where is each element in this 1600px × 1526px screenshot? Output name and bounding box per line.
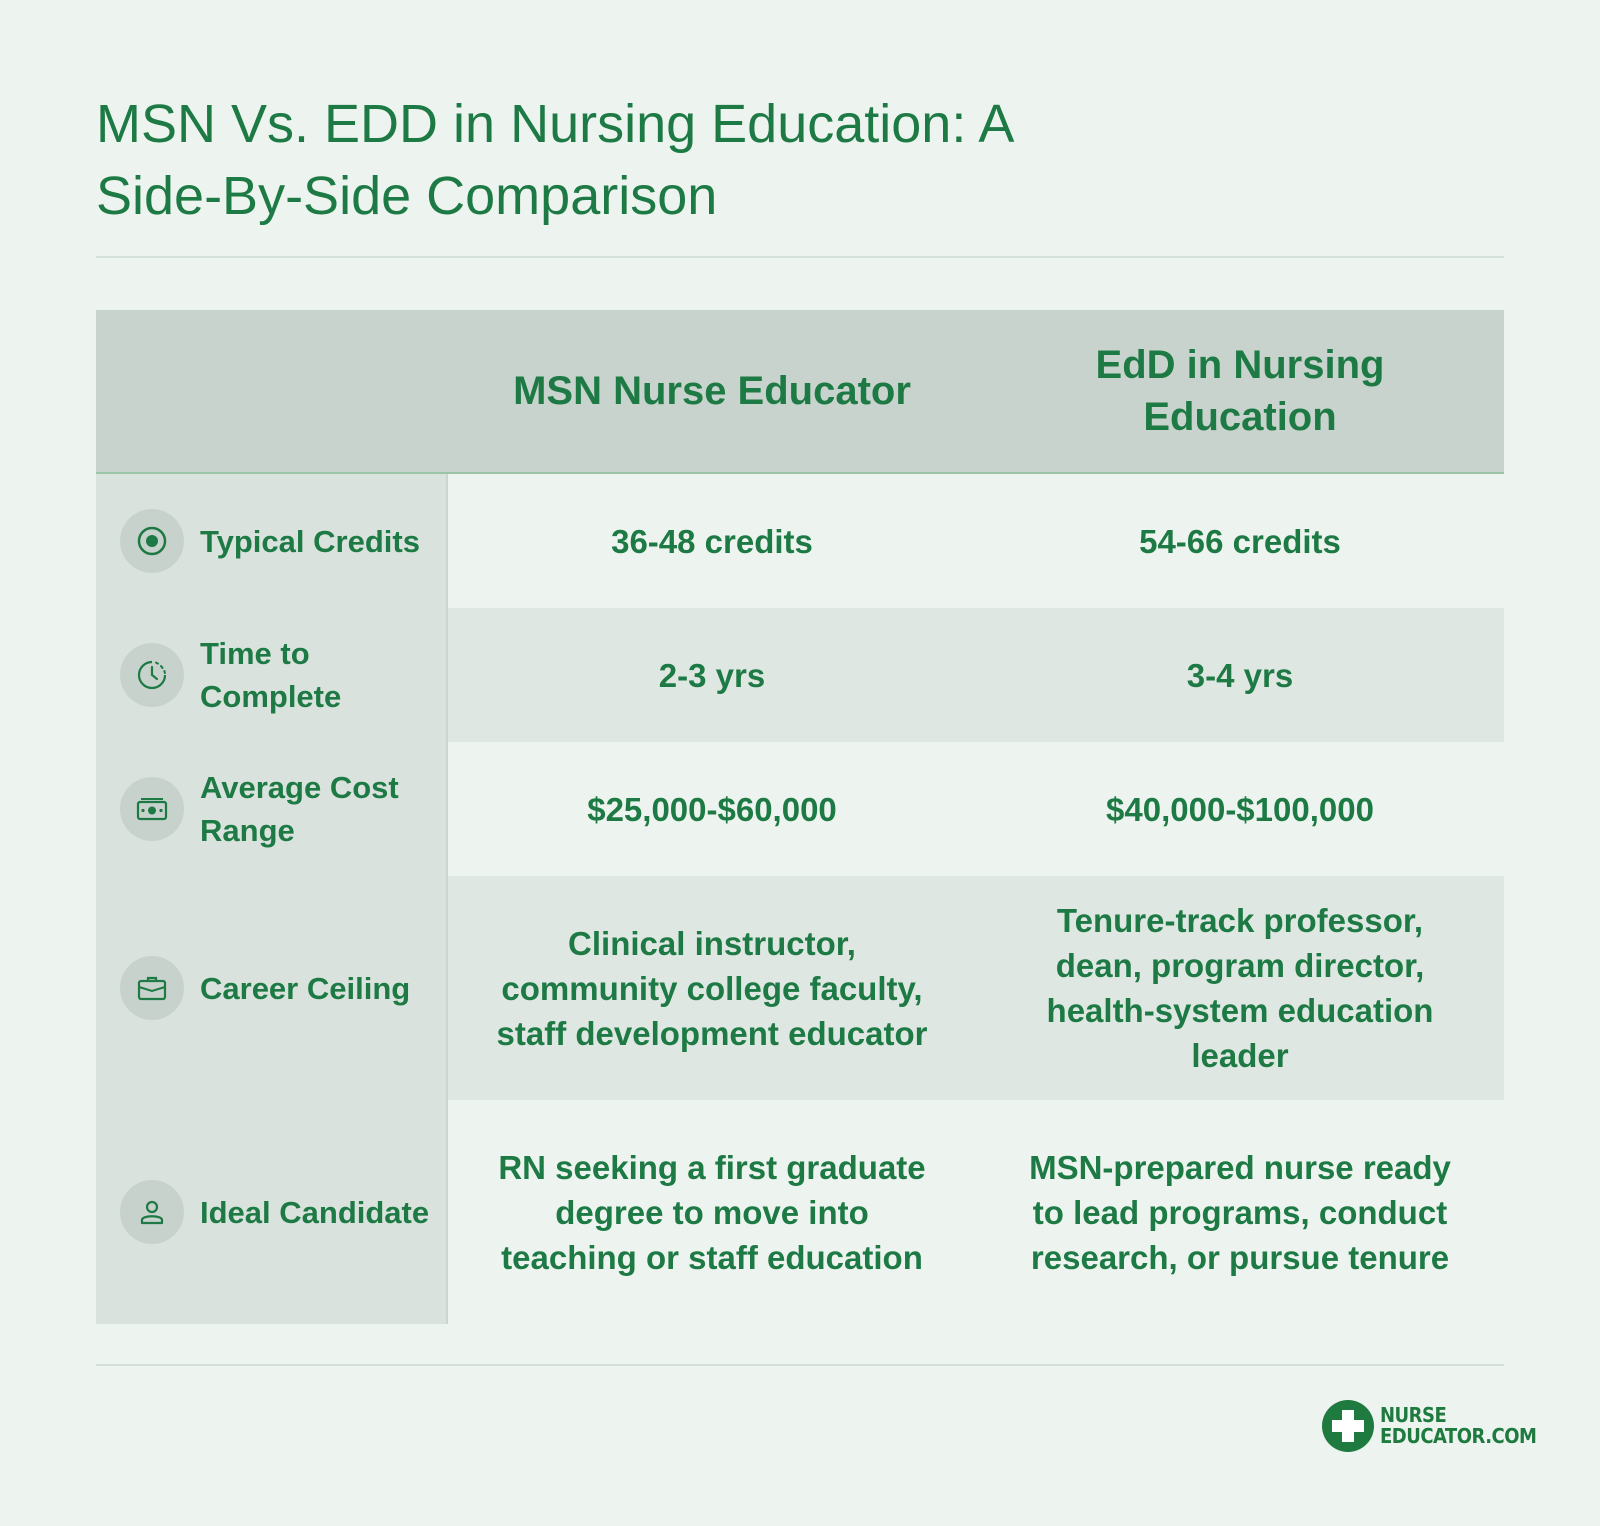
row-label: Career Ceiling [200,970,411,1006]
edd-cell: 54-66 credits [976,474,1504,608]
clock-icon [120,643,184,707]
logo-line-2: EDUCATOR.COM [1380,1424,1537,1448]
row-label: Average Cost Range [200,770,399,848]
row-label-cell: Time to Complete [96,608,448,742]
table-header: MSN Nurse Educator EdD in Nursing Educat… [96,310,1504,474]
target-icon [120,509,184,573]
bottom-divider [96,1364,1504,1366]
top-divider [96,256,1504,258]
msn-cell: Clinical instructor, community college f… [448,876,976,1100]
edd-cell: MSN-prepared nurse ready to lead program… [976,1100,1504,1324]
briefcase-icon [120,956,184,1020]
column-header-msn: MSN Nurse Educator [513,369,911,413]
edd-cell: $40,000-$100,000 [976,742,1504,876]
money-icon [120,777,184,841]
row-label-cell: Ideal Candidate [96,1100,448,1324]
msn-cell: $25,000-$60,000 [448,742,976,876]
table-row: Career Ceiling Clinical instructor, comm… [96,876,1504,1100]
row-label: Typical Credits [200,523,420,559]
table-row: Time to Complete 2-3 yrs 3-4 yrs [96,608,1504,742]
table-row: Ideal Candidate RN seeking a first gradu… [96,1100,1504,1324]
edd-cell: Tenure-track professor, dean, program di… [976,876,1504,1100]
edd-cell: 3-4 yrs [976,608,1504,742]
table-row: Typical Credits 36-48 credits 54-66 cred… [96,474,1504,608]
msn-cell: 2-3 yrs [448,608,976,742]
page-title: MSN Vs. EDD in Nursing Education: A Side… [96,94,1012,226]
row-label-cell: Typical Credits [96,474,448,608]
row-label: Time to Complete [200,636,342,714]
medical-cross-icon [1322,1400,1374,1452]
comparison-table: MSN Nurse Educator EdD in Nursing Educat… [96,310,1504,1324]
header-corner [96,310,448,472]
msn-cell: RN seeking a first graduate degree to mo… [448,1100,976,1324]
nurse-educator-logo: NURSE EDUCATOR.COM [1322,1400,1537,1452]
row-label-cell: Average Cost Range [96,742,448,876]
logo-line-1: NURSE [1380,1403,1447,1427]
column-header-edd: EdD in Nursing Education [1095,343,1385,439]
person-icon [120,1180,184,1244]
table-row: Average Cost Range $25,000-$60,000 $40,0… [96,742,1504,876]
row-label-cell: Career Ceiling [96,876,448,1100]
msn-cell: 36-48 credits [448,474,976,608]
row-label: Ideal Candidate [200,1194,430,1230]
